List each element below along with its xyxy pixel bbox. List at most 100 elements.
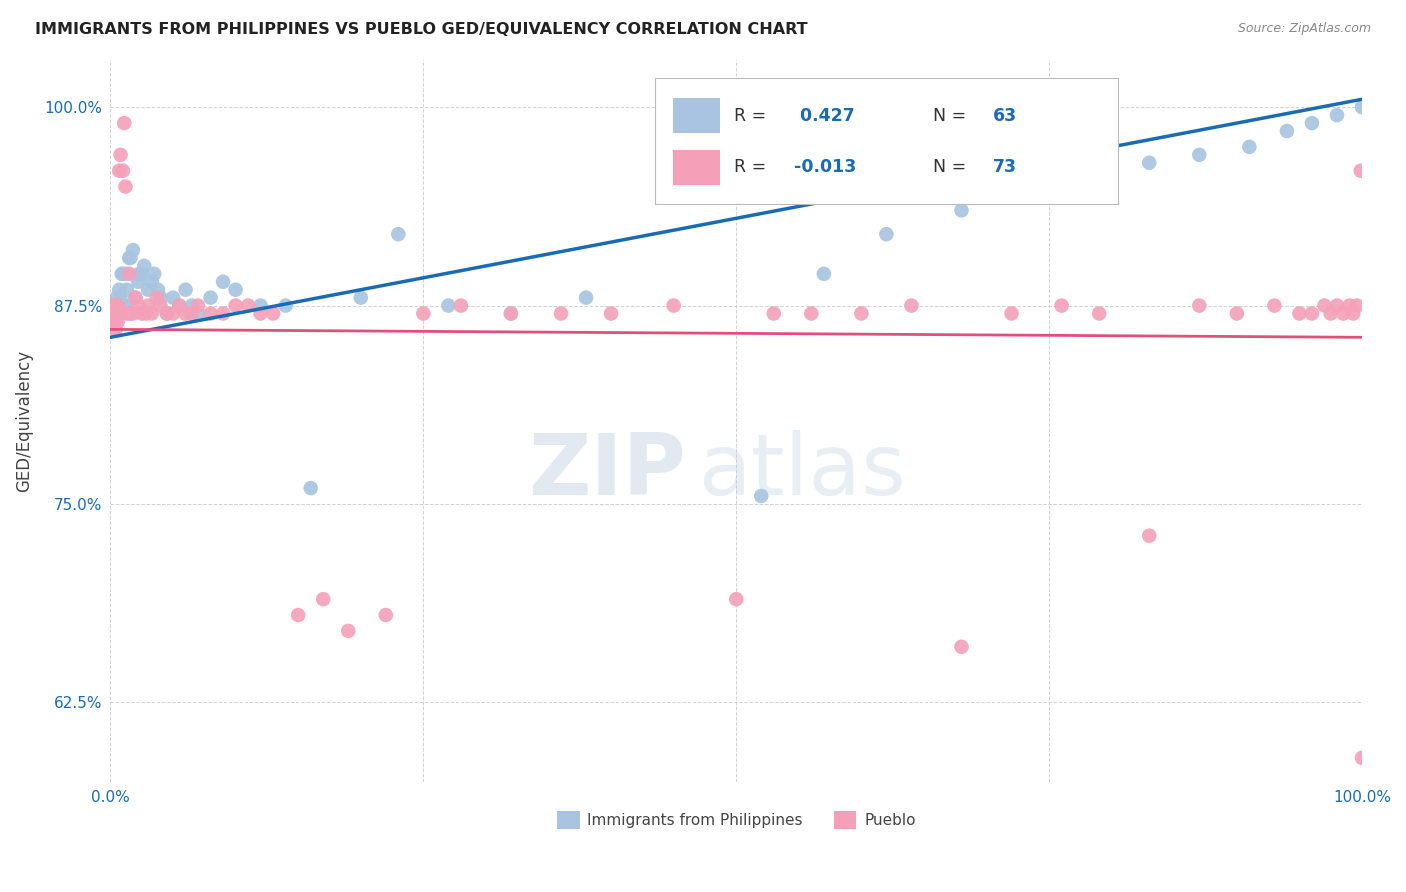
Point [412, 306, 434, 320]
Point [107, 299, 129, 313]
Point [337, 624, 360, 638]
Point [387, 227, 409, 242]
Point [575, 291, 598, 305]
Point [1319, 306, 1341, 320]
Point [1301, 116, 1323, 130]
Point [1351, 751, 1374, 765]
Point [762, 306, 785, 320]
Point [1012, 187, 1035, 202]
Point [111, 267, 134, 281]
Point [105, 306, 128, 320]
Point [118, 267, 141, 281]
Point [749, 489, 772, 503]
Point [1275, 124, 1298, 138]
Point [187, 306, 209, 320]
Point [274, 299, 297, 313]
Point [249, 299, 271, 313]
Point [1288, 306, 1310, 320]
Point [169, 299, 191, 313]
Point [236, 299, 259, 313]
Point [550, 306, 572, 320]
Point [110, 148, 132, 162]
Point [1000, 306, 1022, 320]
Point [118, 251, 141, 265]
Point [105, 291, 128, 305]
Point [115, 283, 138, 297]
Point [262, 306, 284, 320]
Point [1188, 148, 1211, 162]
Point [120, 306, 142, 320]
Point [104, 314, 127, 328]
Point [174, 283, 197, 297]
Point [1137, 155, 1160, 169]
Point [1350, 163, 1372, 178]
Point [101, 306, 124, 320]
Point [600, 306, 623, 320]
Point [120, 251, 142, 265]
Point [1088, 306, 1111, 320]
Point [1301, 306, 1323, 320]
Point [437, 299, 460, 313]
Point [1339, 299, 1361, 313]
Point [1226, 306, 1249, 320]
Point [374, 607, 396, 622]
Point [107, 299, 129, 313]
Point [105, 299, 128, 313]
Point [103, 299, 125, 313]
Point [146, 283, 169, 297]
Point [104, 322, 127, 336]
Point [1137, 529, 1160, 543]
Point [115, 306, 138, 320]
Point [162, 306, 184, 320]
Point [1341, 306, 1364, 320]
Point [180, 306, 202, 320]
Point [187, 299, 209, 313]
Point [499, 306, 522, 320]
Point [287, 607, 309, 622]
Point [136, 299, 159, 313]
Point [1351, 100, 1374, 114]
Point [1326, 108, 1348, 122]
Point [180, 299, 202, 313]
Point [141, 306, 163, 320]
Point [950, 203, 973, 218]
Point [111, 163, 134, 178]
Point [200, 306, 222, 320]
Point [225, 299, 247, 313]
Point [115, 267, 138, 281]
Point [124, 291, 146, 305]
Point [156, 306, 179, 320]
Point [122, 306, 145, 320]
Point [312, 592, 335, 607]
Point [149, 299, 172, 313]
Point [813, 267, 835, 281]
Y-axis label: GED/Equivalency: GED/Equivalency [15, 350, 32, 491]
Point [200, 291, 222, 305]
Point [131, 306, 153, 320]
Point [128, 267, 150, 281]
Point [108, 306, 131, 320]
Point [174, 306, 197, 320]
Point [143, 267, 166, 281]
Point [145, 291, 167, 305]
Point [127, 299, 149, 313]
Point [112, 116, 135, 130]
Point [1050, 299, 1073, 313]
Text: IMMIGRANTS FROM PHILIPPINES VS PUEBLO GED/EQUIVALENCY CORRELATION CHART: IMMIGRANTS FROM PHILIPPINES VS PUEBLO GE… [35, 22, 808, 37]
Point [212, 306, 235, 320]
Point [450, 299, 472, 313]
Text: ZIP: ZIP [529, 430, 686, 513]
Point [108, 283, 131, 297]
Point [111, 267, 134, 281]
Point [1188, 299, 1211, 313]
Point [111, 306, 134, 320]
Point [156, 306, 179, 320]
Point [105, 299, 128, 313]
Point [662, 299, 685, 313]
Point [1239, 140, 1261, 154]
Point [950, 640, 973, 654]
Point [105, 314, 128, 328]
Point [114, 299, 136, 313]
Point [141, 275, 163, 289]
Text: atlas: atlas [699, 430, 907, 513]
